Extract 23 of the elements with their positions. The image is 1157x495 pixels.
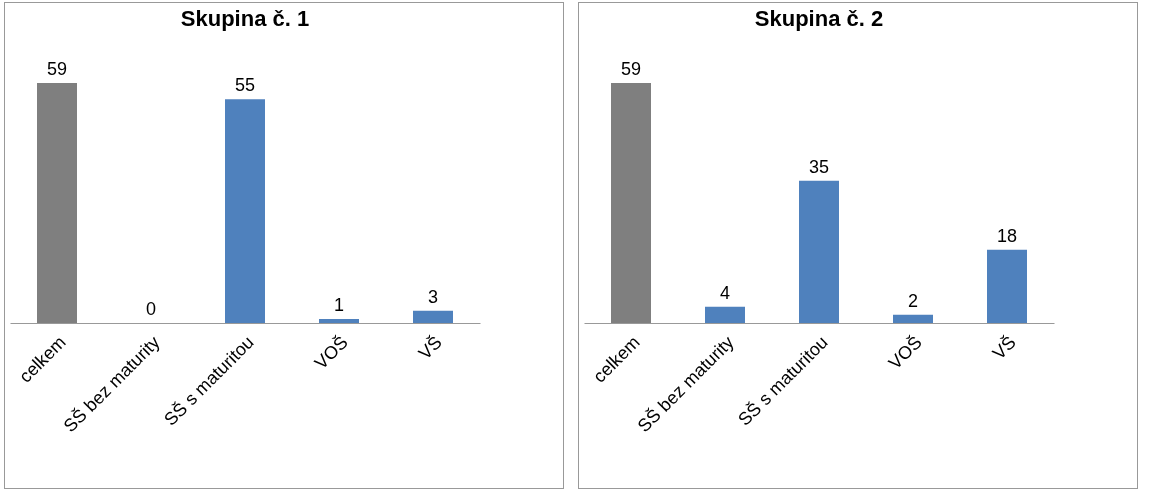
- data-label: 2: [907, 290, 919, 311]
- bar: [319, 318, 359, 323]
- bar: [705, 306, 745, 323]
- bar: [225, 99, 265, 323]
- data-label: 59: [46, 59, 68, 79]
- data-label: 35: [808, 156, 830, 177]
- data-label: 1: [333, 294, 345, 315]
- data-label: 55: [234, 75, 256, 96]
- bar: [611, 83, 651, 323]
- x-tick-label: VŠ: [413, 331, 446, 364]
- data-label: 0: [145, 299, 157, 319]
- bar: [799, 180, 839, 323]
- bar: [987, 249, 1027, 323]
- data-label: 3: [427, 286, 439, 307]
- x-tick-label: VŠ: [987, 331, 1020, 364]
- bar: [37, 83, 77, 323]
- data-label: 18: [996, 225, 1018, 246]
- data-label: 59: [620, 59, 642, 79]
- bar: [413, 310, 453, 323]
- chart-title: Skupina č. 2: [754, 6, 884, 31]
- chart-title: Skupina č. 1: [180, 6, 310, 31]
- bar: [893, 314, 933, 323]
- data-label: 4: [719, 282, 731, 303]
